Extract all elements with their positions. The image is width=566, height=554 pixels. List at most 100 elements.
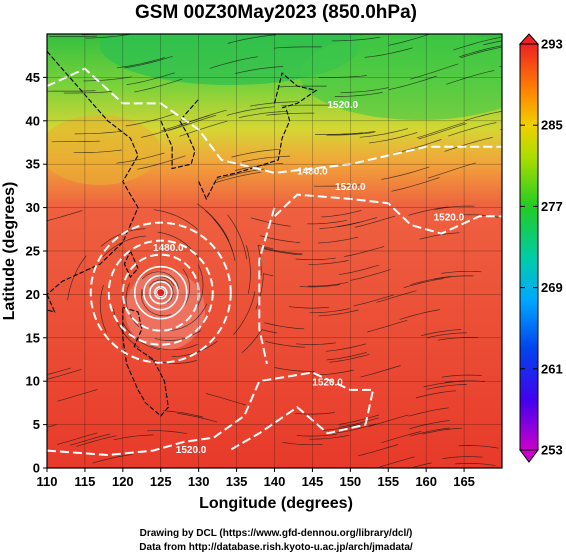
streamline [374,456,415,468]
streamline [464,110,502,121]
credit-data: Data from http://database.rish.kyoto-u.a… [139,542,413,553]
streamline [309,308,350,314]
streamline [278,85,327,88]
cold-region [300,34,502,120]
streamline [326,131,375,136]
streamline [169,303,208,331]
streamline [47,429,49,431]
y-tick-label: 20 [26,287,40,302]
streamline [369,132,418,144]
streamline [48,35,97,38]
colorbar-min-arrow [519,449,539,463]
streamline [354,215,396,228]
contour-line [47,67,502,174]
credit-drawing: Drawing by DCL (https://www.gfd-dennou.o… [140,528,413,539]
streamline [453,36,502,51]
streamline [437,337,479,341]
streamline [168,114,217,132]
streamline [63,91,112,94]
streamline [197,203,230,241]
streamline [344,246,385,257]
streamline [448,122,497,137]
streamline [245,245,251,294]
streamline [126,72,175,86]
y-axis: 0 5 10 15 20 25 30 35 40 45 [26,70,47,476]
streamline [318,309,359,317]
streamline [47,369,82,380]
streamline [141,271,180,289]
streamline [295,342,337,345]
streamline [47,210,83,222]
colorbar-tick-label: 293 [541,37,563,52]
contour-line [47,371,375,457]
streamline [205,210,233,251]
streamline [227,34,276,44]
typhoon-center-marker [156,288,166,298]
x-tick-label: 115 [74,474,95,489]
streamline [125,282,140,328]
streamline [360,365,401,378]
contour-label: 1520.0 [434,213,465,224]
streamline [47,433,48,434]
y-tick-label: 0 [33,461,40,476]
streamline [124,55,173,69]
streamline [483,40,502,46]
colorbar-tick-label: 269 [541,280,563,295]
streamline [177,412,218,423]
x-tick-label: 155 [377,474,399,489]
y-tick-label: 40 [26,113,40,128]
streamline [314,184,363,187]
streamline [226,106,275,116]
streamline [273,46,322,49]
streamline [381,166,430,180]
warm-region [47,115,160,185]
streamline [265,340,306,348]
streamline [399,309,440,320]
plot-area: 1480.0 1480.0 1520.0 1520.0 1520.0 1520.0 1520… [47,34,502,468]
streamline [113,434,154,441]
streamline [313,369,354,376]
streamline [423,380,464,388]
streamline [73,149,122,154]
colorbar-scale [519,43,539,451]
streamline [307,219,348,225]
streamline [458,445,499,449]
streamline [134,78,183,93]
streamline [69,433,110,446]
coastline [122,306,169,417]
x-tick-label: 145 [302,474,324,489]
colorbar-tick-label: 285 [541,118,563,133]
typhoon-contour-ring [142,274,179,311]
streamline [409,427,450,437]
streamline [209,56,258,69]
streamline [194,264,204,311]
streamline [322,423,363,431]
x-tick-label: 150 [339,474,361,489]
streamline [410,276,451,285]
streamline [116,57,166,69]
streamline [421,329,462,337]
streamline [381,430,422,444]
streamline [67,255,87,301]
streamline [409,420,450,430]
height-contours: 1480.0 1480.0 1520.0 1520.0 1520.0 1520.0 1520… [47,67,502,457]
coastline [123,250,139,278]
streamline [299,284,340,288]
colorbar-tick-label: 277 [541,199,563,214]
streamline [47,367,71,375]
x-axis-label: Longitude (degrees) [199,495,353,512]
streamline [455,463,496,466]
colorbar-tick-label: 253 [541,443,563,458]
streamline [326,352,367,361]
typhoon-contour-ring [148,280,173,305]
streamline [241,329,277,354]
streamline [154,330,201,341]
streamline [309,434,350,440]
streamline [418,123,467,140]
streamline [241,155,291,163]
streamline [125,113,174,127]
streamline [408,407,449,417]
streamline [441,270,482,274]
contour-line [273,193,502,235]
streamline [99,285,107,333]
